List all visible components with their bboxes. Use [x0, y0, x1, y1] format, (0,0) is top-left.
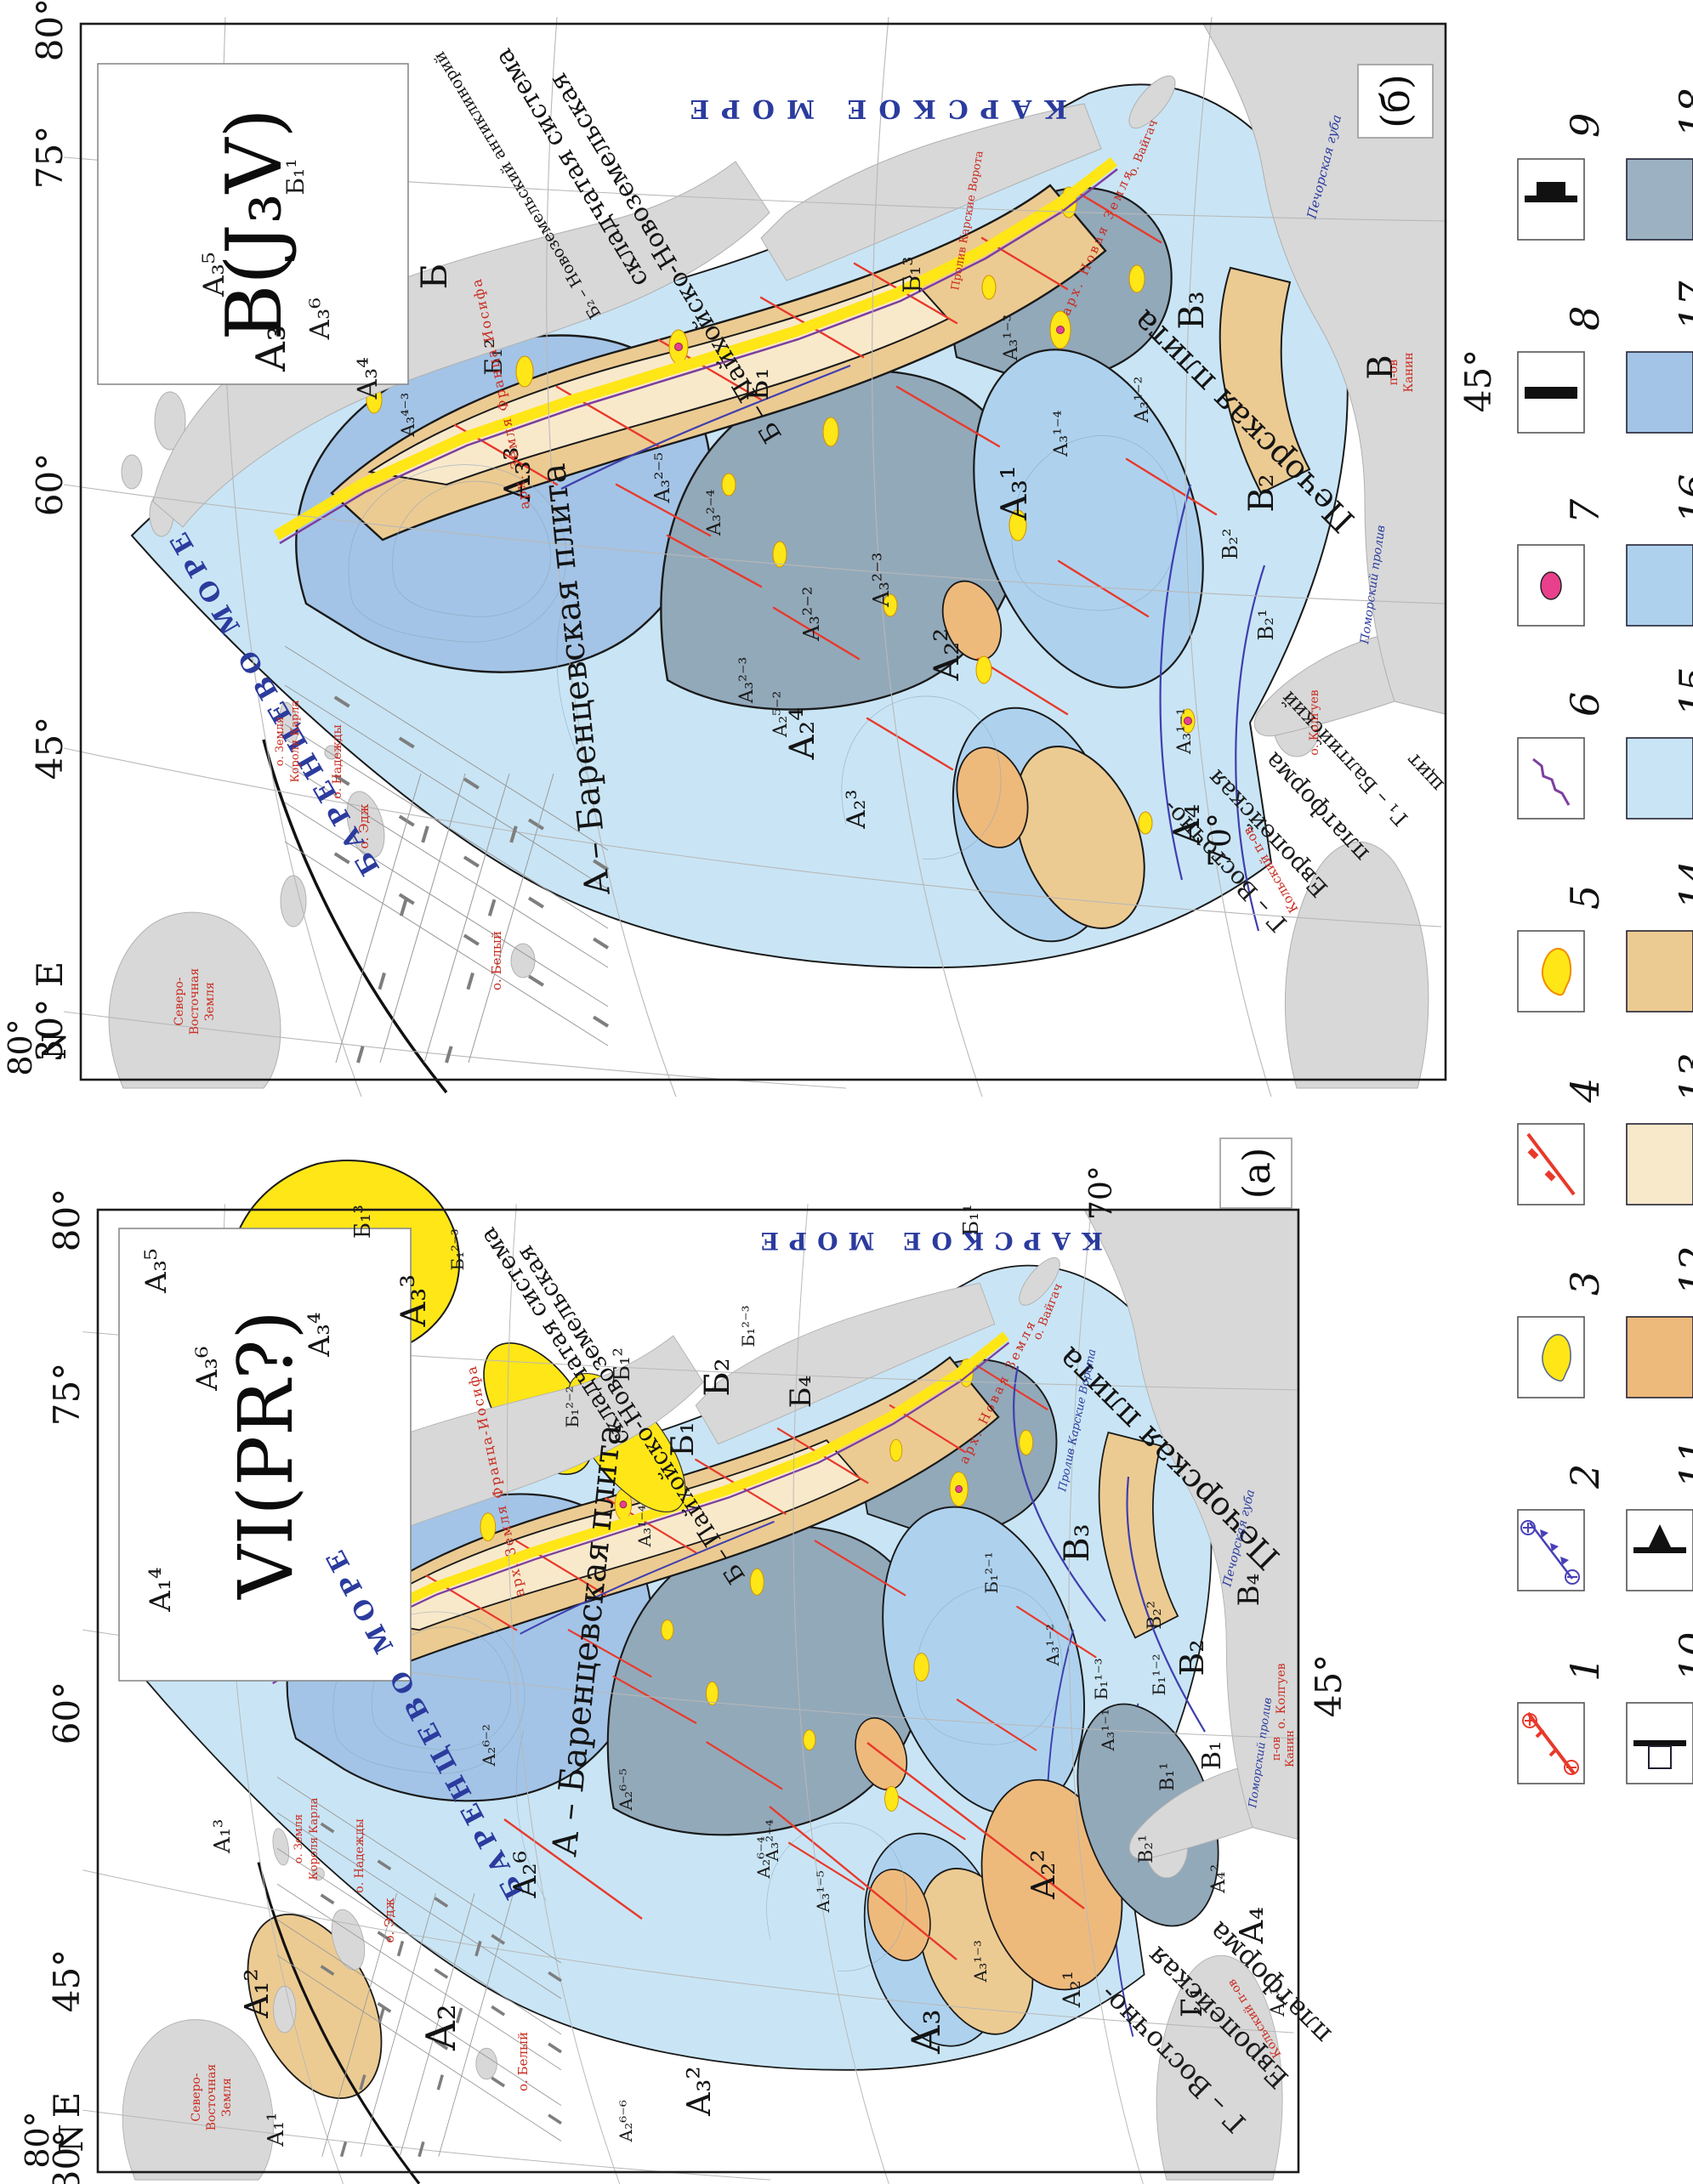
legend-item-9: 9: [1517, 113, 1608, 241]
legend-item-16: 16: [1626, 474, 1693, 627]
map-frame: [96, 1208, 1300, 2174]
depth-swatch: [1626, 351, 1693, 434]
legend-item-8: 8: [1517, 306, 1608, 434]
local-uplift-gray-outline-icon: [1542, 1334, 1571, 1382]
legend-item-1: 1: [1517, 1657, 1608, 1784]
thrust-front-violet-icon: [1520, 1520, 1580, 1585]
black-thick-bar-icon: [1525, 387, 1577, 399]
map-label: 45°: [1308, 1654, 1349, 1717]
map-label: 75°: [46, 1363, 88, 1426]
map-label: 45°: [46, 1949, 88, 2012]
map-label: А₄¹: [1268, 1988, 1289, 2017]
map-label: В₁: [1197, 1741, 1227, 1770]
legend-number: 18: [1671, 88, 1693, 138]
legend-item-2: 2: [1517, 1464, 1608, 1591]
panel-tag-box: [1357, 64, 1434, 139]
legend-number: 6: [1562, 692, 1608, 717]
legend-item-3: 3: [1517, 1271, 1608, 1398]
line-solid-triangle-icon: [1633, 1524, 1686, 1553]
depth-swatch: [1626, 930, 1693, 1013]
map-label: 45°: [1457, 349, 1499, 412]
map-label: А₂⁶⁻⁶: [616, 2100, 636, 2142]
legend-number: 12: [1671, 1245, 1693, 1296]
magenta-circle-icon: [1540, 571, 1562, 600]
black-bar-with-ledge-icon: [1525, 182, 1577, 202]
line-open-rectangle-icon: [1633, 1740, 1686, 1769]
fault-red-ticks-icon: [1526, 1132, 1576, 1196]
depth-swatch: [1626, 158, 1693, 241]
legend-item-6: 6: [1517, 692, 1608, 820]
title-box: [97, 63, 409, 385]
legend-number: 14: [1671, 859, 1693, 910]
legend-number: 1: [1562, 1657, 1608, 1682]
legend-number: 2: [1562, 1464, 1608, 1489]
local-uplift-orange-outline-icon: [1542, 948, 1572, 996]
legend-number: 4: [1562, 1078, 1608, 1103]
depth-swatch: [1626, 544, 1693, 627]
purple-boundary-line-icon: [1532, 757, 1571, 806]
legend-number: 15: [1671, 667, 1693, 717]
legend-number: 8: [1562, 306, 1608, 331]
legend-number: 17: [1671, 281, 1693, 331]
map-label: щит: [1401, 748, 1449, 797]
legend-number: 11: [1671, 1438, 1693, 1489]
map-label: 80°: [29, 0, 71, 61]
map-label: 80°: [2, 1018, 39, 1075]
legend-number: 13: [1671, 1052, 1693, 1103]
legend-item-15: 15: [1626, 667, 1693, 820]
legend-item-18: 18: [1626, 88, 1693, 241]
legend-item-13: 13: [1626, 1052, 1693, 1205]
map-label: А₁³: [210, 1819, 236, 1854]
legend-item-10: 10: [1626, 1631, 1693, 1784]
map-title-a: VI(PR?): [222, 1310, 310, 1600]
legend-number: 5: [1562, 885, 1608, 910]
map-panel-a: VI(PR?) (a) 30° E45°60°75°80°80°N45°70°7…: [19, 1137, 1349, 2184]
map-label: 60°: [46, 1682, 88, 1744]
legend-item-5: 5: [1517, 885, 1608, 1013]
legend-number: 9: [1562, 113, 1608, 138]
depth-swatch: [1626, 1123, 1693, 1205]
panel-tag-b: (б): [1372, 74, 1418, 128]
panel-tag-a: (a): [1236, 1148, 1279, 1200]
strike-slip-fault-red-icon: [1522, 1711, 1579, 1775]
map-label: А₄: [1233, 1907, 1270, 1944]
map-panel-b: B(J₃V) (б) 30° E45°60°75°80°80°N45°70°КА…: [2, 0, 1499, 1098]
legend-item-11: 11: [1626, 1438, 1693, 1591]
panel-tag-box: [1219, 1137, 1292, 1209]
legend-item-7: 7: [1517, 498, 1608, 627]
legend-number: 3: [1562, 1271, 1608, 1296]
map-label: N: [53, 2124, 90, 2152]
legend-number: 7: [1562, 498, 1608, 524]
map-label: 30° E: [46, 2092, 88, 2184]
legend-number: 10: [1671, 1631, 1693, 1682]
map-label: N: [36, 1031, 73, 1059]
map-label: 80°: [46, 1188, 88, 1251]
legend-item-12: 12: [1626, 1245, 1693, 1398]
map-frame: [79, 22, 1447, 1081]
map-label: о. Белый: [515, 2032, 531, 2091]
map-label: Б₁²⁻³: [738, 1305, 758, 1347]
legend-item-17: 17: [1626, 281, 1693, 434]
sea-label-kara: КАРСКОЕ МОРЕ: [678, 94, 1067, 123]
depth-swatch: [1626, 1316, 1693, 1398]
title-box: [118, 1228, 412, 1682]
legend-number: 16: [1671, 474, 1693, 524]
map-label: 80°: [19, 2111, 56, 2168]
depth-swatch: [1626, 737, 1693, 820]
legend-item-14: 14: [1626, 859, 1693, 1013]
map-title-b: B(J₃V): [210, 108, 299, 341]
map-label: А₃²: [680, 2066, 718, 2116]
legend-item-4: 4: [1517, 1078, 1608, 1205]
legend: 1 2 3 4 5: [1517, 88, 1693, 1784]
sea-label-kara: КАРСКОЕ МОРЕ: [751, 1227, 1103, 1255]
